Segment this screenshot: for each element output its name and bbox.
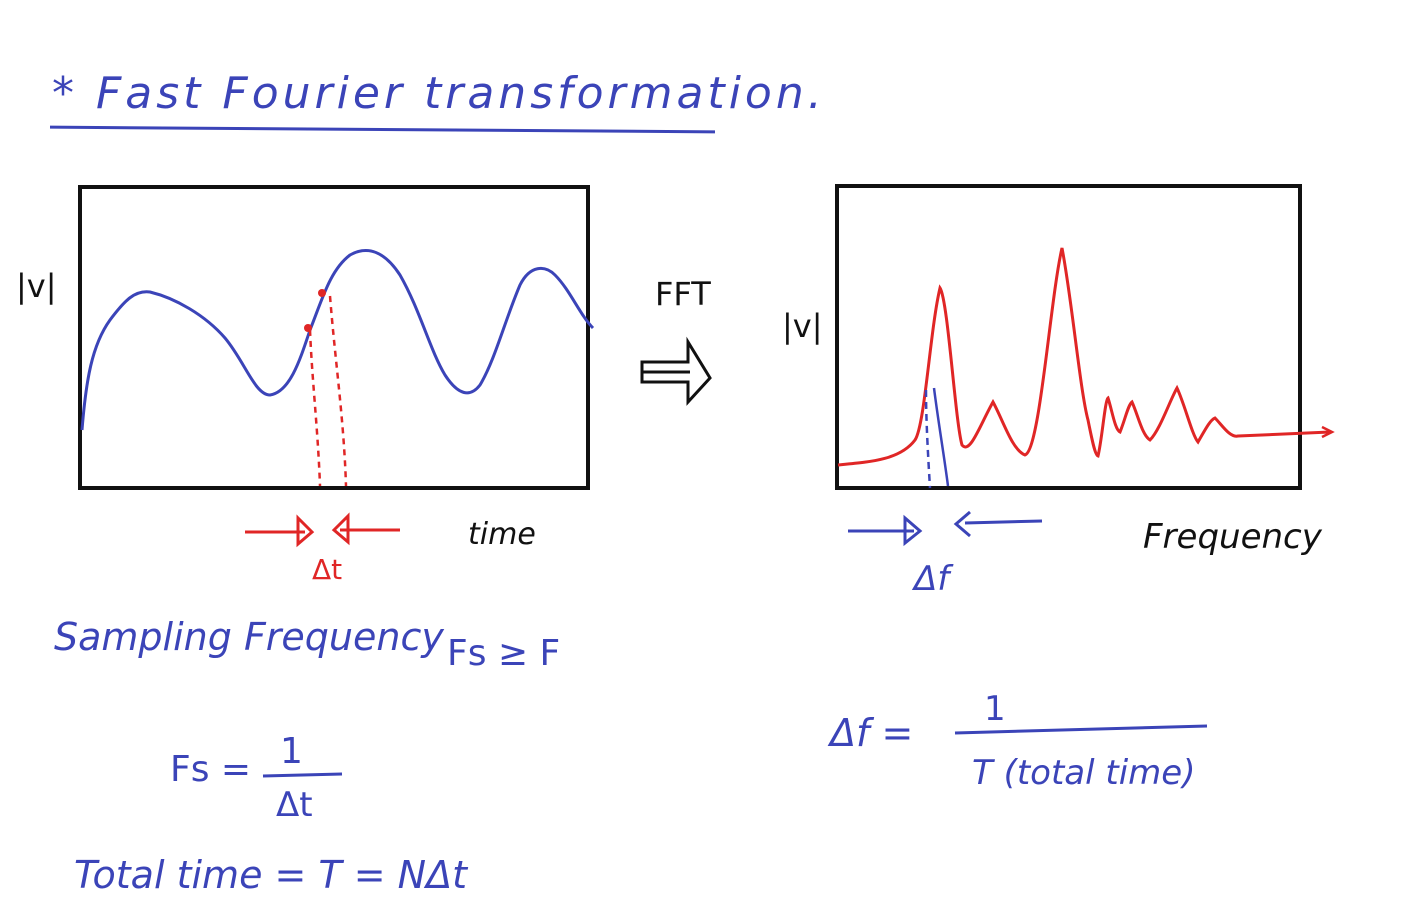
- freq-bin-line: [932, 387, 950, 487]
- delta-t-label: Δt: [312, 553, 343, 586]
- df-numerator: 1: [984, 689, 1006, 729]
- freq-plot-frame: [835, 184, 1302, 490]
- page-title: * Fast Fourier transformation.: [52, 68, 826, 119]
- spectrum-curve: [837, 247, 1331, 467]
- time-signal-curve: [80, 249, 595, 431]
- fft-label: FFT: [655, 275, 711, 313]
- delta-f-arrow-left-head: [903, 514, 923, 547]
- fs-fraction-bar: [262, 772, 343, 778]
- time-plot-frame: [78, 185, 590, 490]
- fs-denominator: Δt: [276, 785, 313, 825]
- df-equation-lhs: Δf =: [830, 711, 914, 755]
- freq-plot-xlabel: Frequency: [1143, 517, 1322, 557]
- sample-point-2: [318, 289, 326, 297]
- fs-equation-lhs: Fs =: [170, 749, 252, 790]
- delta-t-arrow-left-head: [296, 514, 315, 548]
- df-fraction-bar: [954, 724, 1208, 735]
- fs-numerator: 1: [280, 731, 303, 772]
- freq-plot-ylabel: |v|: [782, 307, 823, 345]
- delta-f-label: Δf: [914, 559, 950, 599]
- delta-t-arrow-right-head: [331, 512, 350, 546]
- freq-bin-dash-line: [924, 389, 932, 489]
- sample-dash-line-2: [328, 295, 348, 487]
- fft-arrow-icon: [640, 336, 712, 406]
- time-plot-ylabel: |v|: [16, 267, 57, 305]
- delta-f-arrow-right-head: [953, 510, 971, 538]
- sampling-frequency-text: Sampling Frequency: [54, 615, 444, 659]
- time-plot-xlabel: time: [468, 517, 536, 552]
- sample-dash-line-1: [308, 329, 322, 487]
- df-denominator: T (total time): [972, 753, 1196, 793]
- sampling-condition-text: Fs ≥ F: [447, 633, 561, 674]
- total-time-equation: Total time = T = NΔt: [74, 853, 467, 897]
- delta-f-arrow-right-shaft: [964, 519, 1043, 525]
